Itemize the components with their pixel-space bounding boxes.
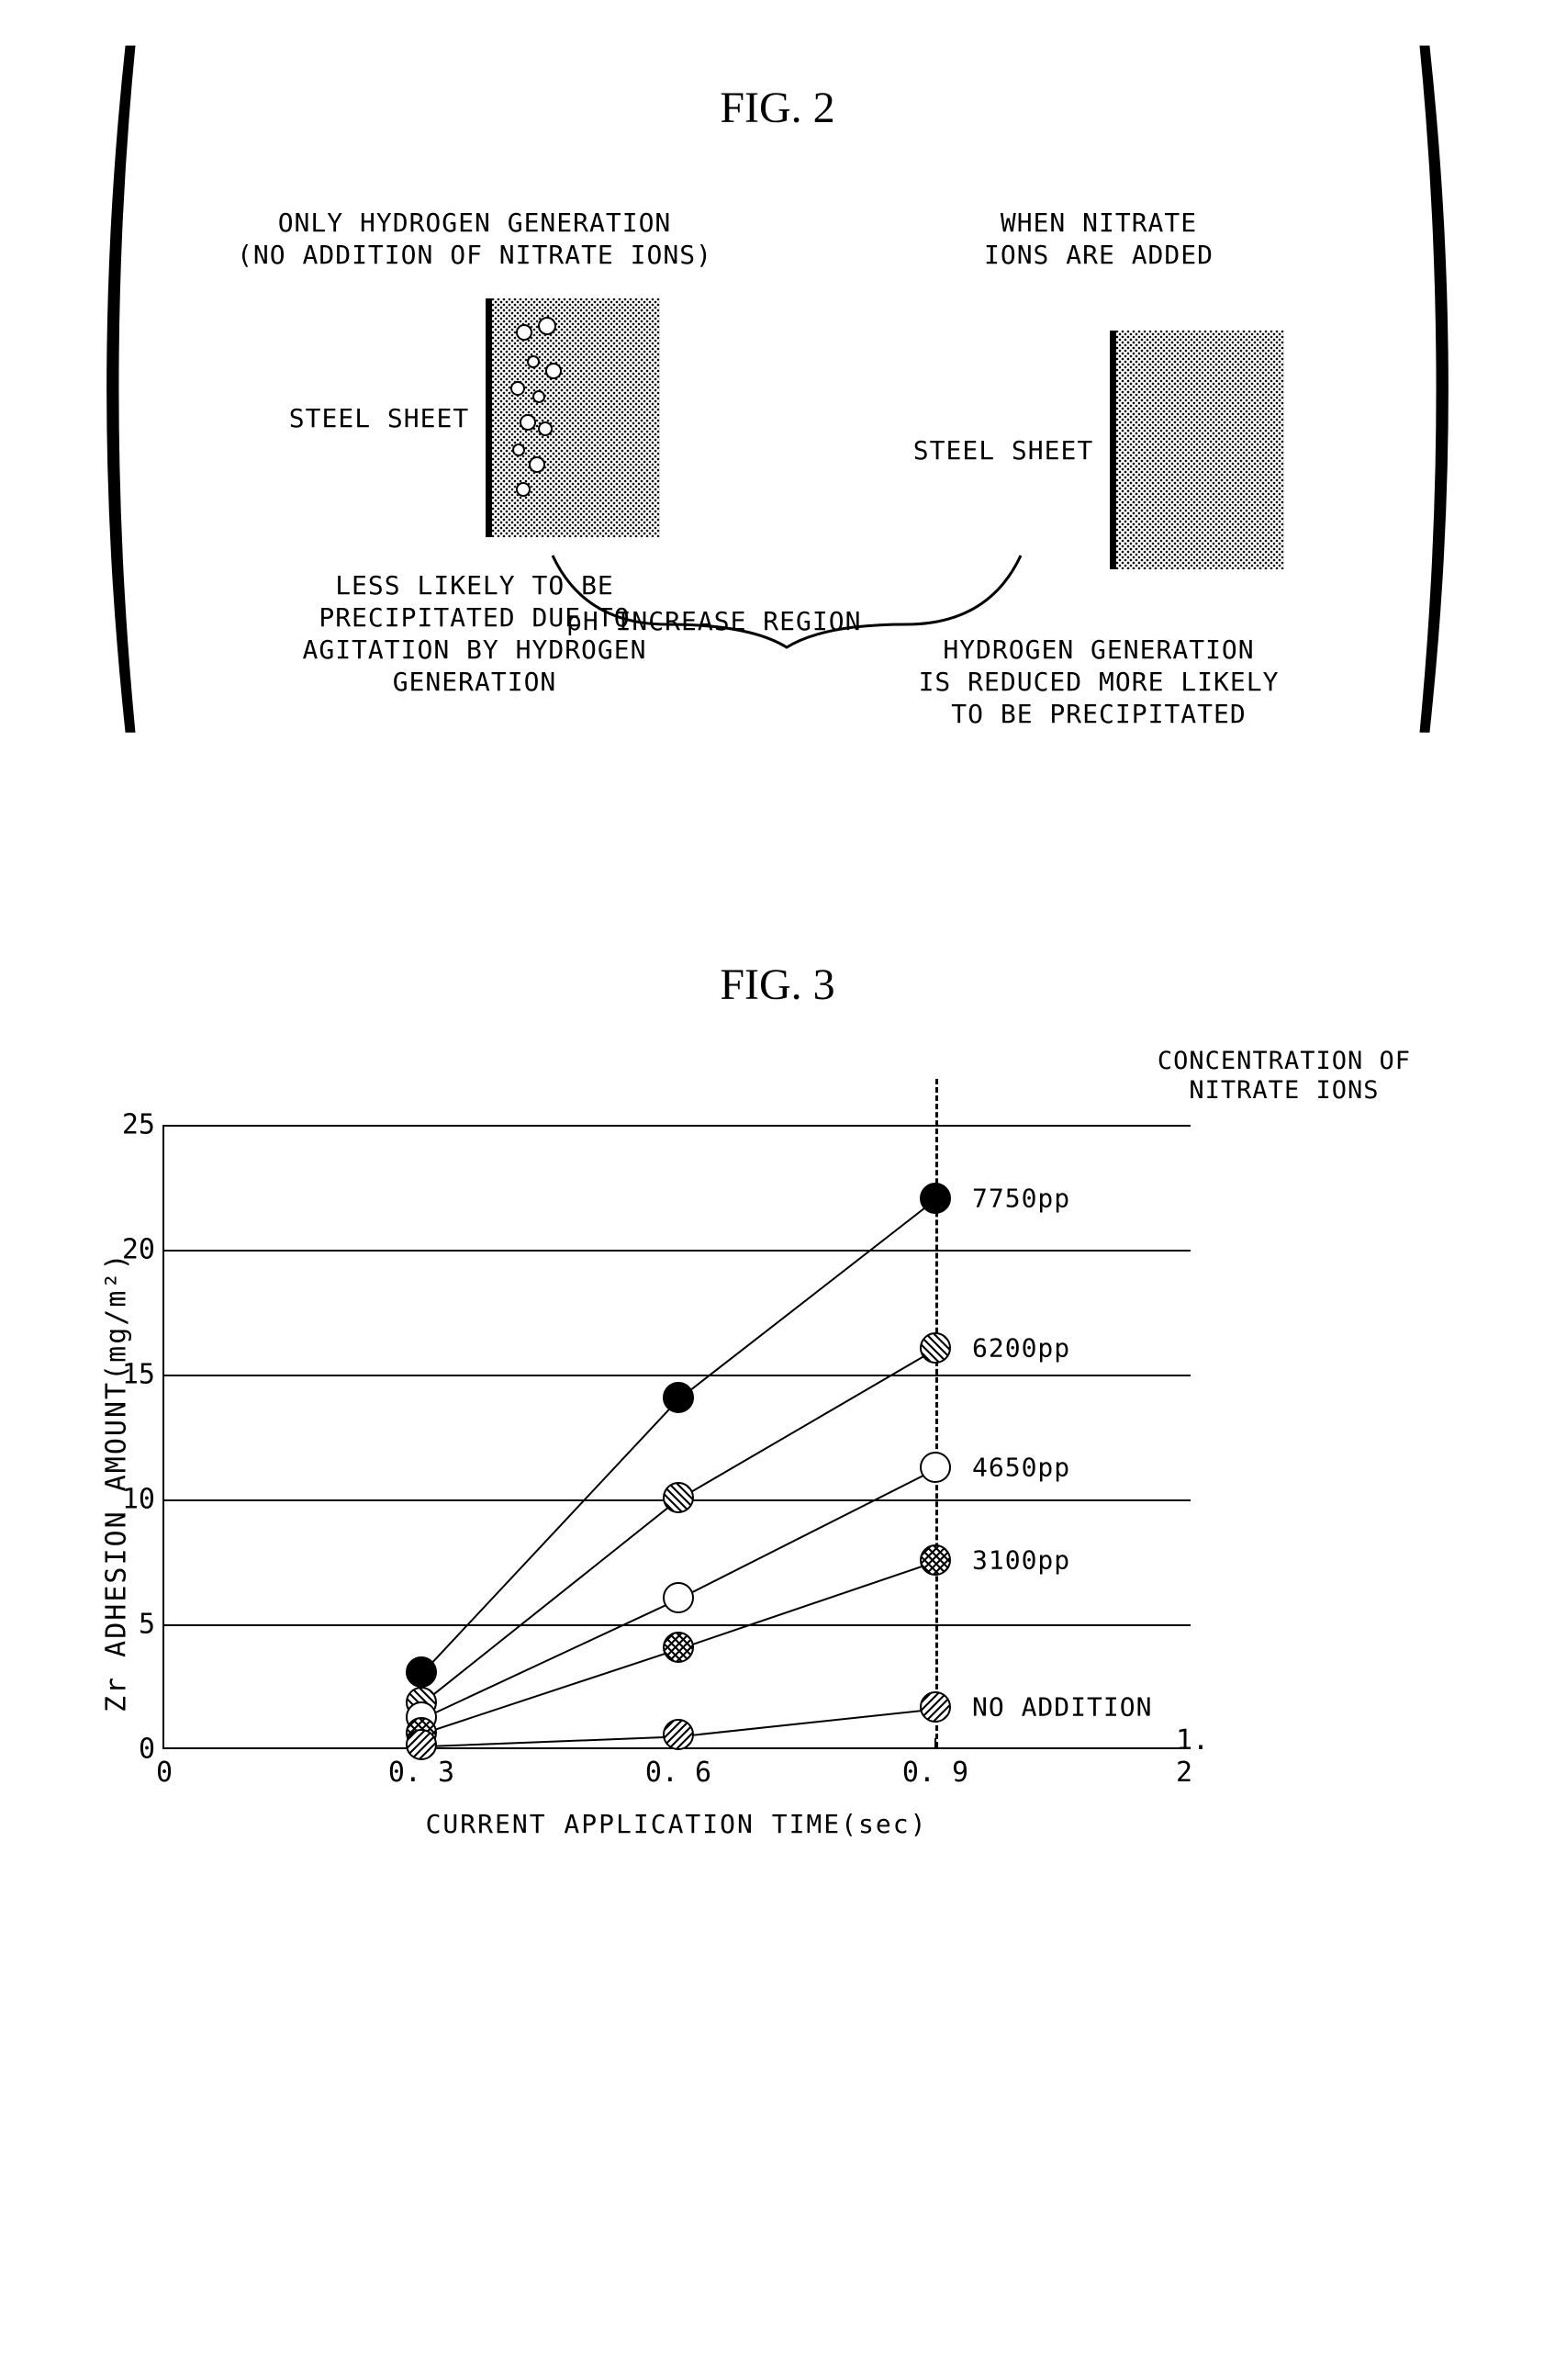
data-point [920,1183,951,1214]
gridline [164,1624,1191,1626]
y-tick-label: 10 [109,1484,155,1516]
y-tick-label: 5 [109,1609,155,1641]
legend-label: NO ADDITION [972,1692,1152,1723]
data-point [920,1452,951,1483]
y-axis-label: Zr ADHESION AMOUNT(mg/m²) [89,1125,144,1839]
legend-label: 7750pp [972,1183,1070,1213]
gridline [164,1250,1191,1252]
x-tick-label: 0 [156,1757,173,1789]
y-tick-label: 25 [109,1109,155,1141]
x-tick-label: 0. 9 [902,1757,968,1789]
fig2-diagram: ( ) ONLY HYDROGEN GENERATION (NO ADDITIO… [89,170,1466,886]
data-point [920,1332,951,1364]
fig2-connector-svg [89,170,1466,886]
dashed-guide [935,1079,938,1747]
y-tick-label: 15 [109,1359,155,1391]
legend-label: 4650pp [972,1453,1070,1483]
legend-label: 3100pp [972,1545,1070,1576]
data-point [663,1382,694,1413]
data-point [920,1691,951,1723]
data-point [663,1582,694,1613]
nitrate-header: CONCENTRATION OF NITRATE IONS [1158,1047,1411,1106]
fig2-title: FIG. 2 [720,83,834,133]
chart-area: 051015202500. 30. 60. 91. 27750pp6200pp4… [144,1125,1191,1839]
data-point [663,1482,694,1513]
x-tick-label: 0. 6 [645,1757,711,1789]
y-tick-label: 0 [109,1734,155,1766]
gridline [164,1125,1191,1127]
plot-area: 051015202500. 30. 60. 91. 27750pp6200pp4… [162,1125,1191,1749]
legend-label: 6200pp [972,1332,1070,1363]
fig2-ph-label: pH INCREASE REGION [566,606,861,636]
x-tick-label: 0. 3 [388,1757,454,1789]
gridline [164,1375,1191,1376]
y-tick-label: 20 [109,1234,155,1266]
data-point [406,1656,437,1688]
chart-outer: Zr ADHESION AMOUNT(mg/m²) 051015202500. … [89,1125,1466,1839]
data-point [406,1729,437,1760]
data-point [663,1719,694,1750]
data-point [663,1632,694,1663]
fig3-title: FIG. 3 [720,960,834,1010]
data-point [920,1544,951,1576]
fig3-chart: CONCENTRATION OF NITRATE IONS Zr ADHESIO… [89,1047,1466,1839]
x-axis-label: CURRENT APPLICATION TIME(sec) [162,1809,1191,1839]
x-tick-label: 1. 2 [1176,1724,1209,1789]
